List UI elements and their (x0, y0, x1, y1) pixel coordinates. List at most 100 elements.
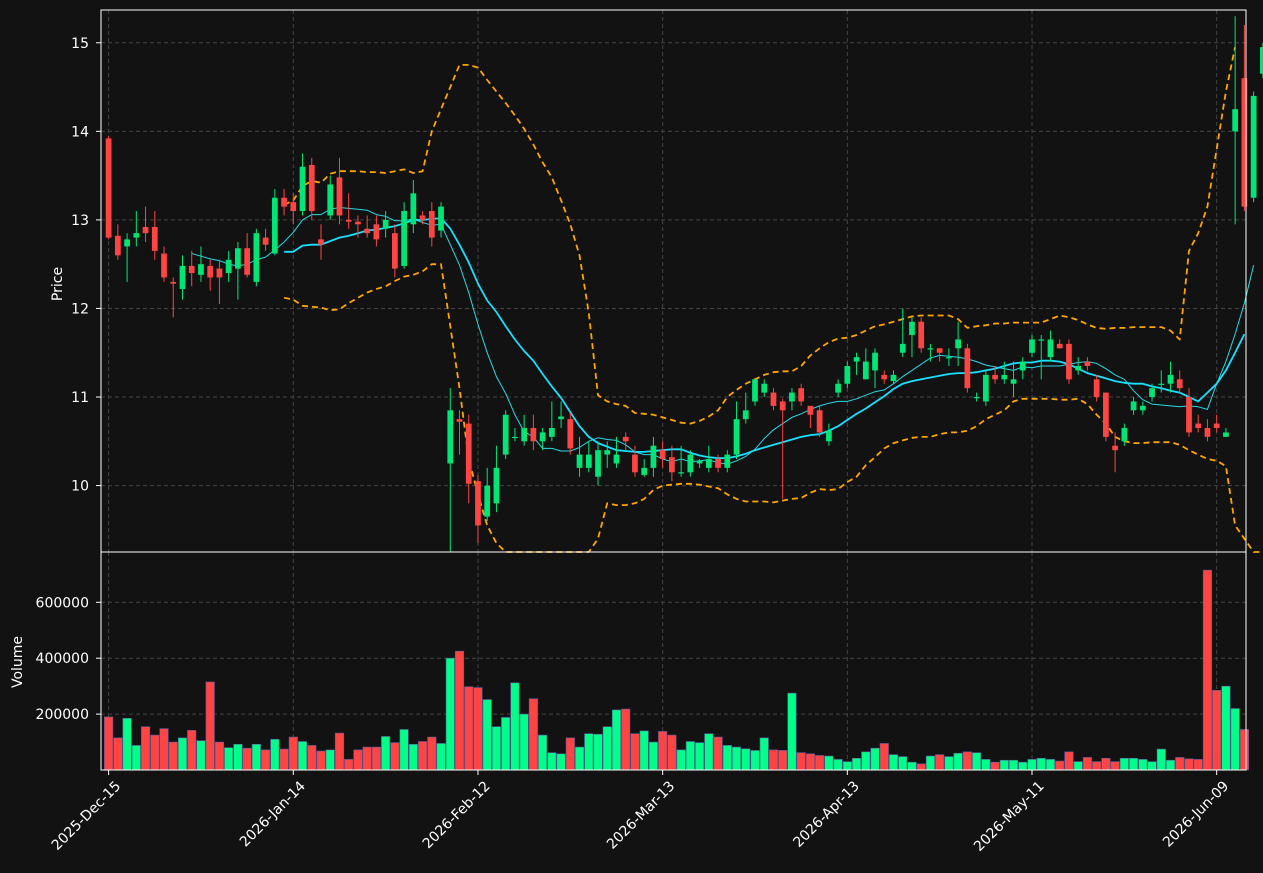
bollinger-lower-line (283, 263, 1263, 553)
candle-body (1075, 366, 1082, 371)
candle-body (825, 430, 832, 442)
candle-body (1149, 388, 1155, 398)
candle-body (1130, 401, 1137, 411)
volume-bar (316, 750, 326, 771)
volume-bar (861, 751, 871, 771)
price-tick-label: 15 (71, 36, 89, 52)
volume-bar (454, 650, 465, 771)
volume-bar (778, 750, 788, 771)
volume-tick-label: 600000 (36, 595, 89, 611)
candle-body (1158, 383, 1165, 385)
candle-body (253, 233, 260, 282)
volume-bar (325, 749, 335, 771)
candle-body (235, 248, 241, 269)
candle-body (816, 410, 823, 433)
volume-bar (621, 708, 631, 771)
volume-bar (815, 755, 825, 771)
volume-bar (611, 709, 622, 771)
volume-bar (242, 747, 252, 771)
volume-bar (270, 738, 280, 771)
candle-body (281, 197, 287, 207)
candle-body (779, 401, 786, 411)
volume-bar (1082, 757, 1092, 771)
volume-bar (177, 737, 188, 771)
candle-body (964, 348, 971, 389)
volume-bar (214, 741, 224, 771)
volume-bar (935, 754, 945, 771)
volume-bar (528, 698, 538, 771)
volume-bar (224, 747, 234, 771)
volume-bar (408, 743, 418, 771)
volume-bar (104, 716, 114, 771)
volume-bar (565, 737, 575, 771)
candle-body (355, 221, 361, 225)
candle-body (982, 374, 989, 402)
fast-moving-average-line (191, 207, 1255, 465)
candle-body (1186, 397, 1192, 433)
volume-bar (1073, 761, 1083, 771)
volume-bar (279, 748, 289, 771)
volume-bar (1156, 748, 1166, 771)
volume-bar (427, 736, 437, 771)
candle-body (198, 264, 204, 275)
candle-body (909, 321, 915, 336)
volume-bar (1147, 761, 1157, 771)
volume-bar (962, 751, 972, 771)
candle-body (419, 215, 426, 220)
volume-bar (824, 755, 834, 771)
volume-bar (353, 749, 363, 771)
volume-bar (1110, 761, 1120, 771)
volume-bar (648, 741, 658, 771)
candle-body (807, 405, 814, 415)
candle-body (216, 268, 223, 278)
candle-body (650, 445, 657, 468)
volume-bar (362, 746, 372, 771)
volume-bar (510, 682, 520, 771)
candle-body (456, 419, 463, 422)
moving-average-lines (191, 47, 1263, 553)
candle-body (512, 436, 518, 439)
volume-bar (639, 730, 649, 771)
volume-bar (168, 741, 178, 771)
volume-bar (1092, 761, 1102, 771)
volume-bar (944, 756, 954, 771)
volume-tick-label: 200000 (36, 707, 89, 723)
volume-y-ticks: 200000 400000 600000 (36, 595, 101, 723)
volume-bar (519, 713, 529, 771)
volume-bar (722, 745, 732, 771)
candle-body (438, 206, 444, 231)
candle-body (188, 265, 195, 274)
candle-body (1093, 379, 1100, 398)
volume-bar (436, 743, 446, 771)
candle-body (271, 197, 278, 254)
volume-bar (750, 750, 760, 771)
candle-body (1213, 423, 1220, 429)
candle-body (1121, 428, 1128, 442)
price-axis-label: Price (50, 267, 66, 301)
candle-body (936, 348, 943, 353)
volume-bar (879, 743, 889, 771)
candle-body (392, 233, 398, 269)
candle-body (1047, 339, 1054, 358)
slow-moving-average-line (284, 217, 1246, 459)
volume-bar (334, 732, 345, 771)
candle-body (641, 467, 648, 475)
volume-axis-label: Volume (10, 636, 26, 688)
volume-bar (1129, 757, 1139, 771)
candle-body (244, 248, 250, 275)
volume-bar (741, 748, 751, 771)
candle-body (521, 428, 528, 442)
candle-body (872, 352, 878, 371)
price-tick-label: 12 (71, 301, 89, 317)
candle-body (613, 454, 620, 464)
candle-body (853, 357, 860, 362)
candle-body (742, 410, 749, 420)
candle-body (308, 164, 315, 212)
candle-body (207, 265, 214, 278)
volume-bar (445, 657, 455, 771)
volume-bar (122, 717, 132, 771)
volume-bar (787, 692, 797, 771)
volume-bar (418, 741, 428, 771)
candle-body (724, 454, 731, 468)
